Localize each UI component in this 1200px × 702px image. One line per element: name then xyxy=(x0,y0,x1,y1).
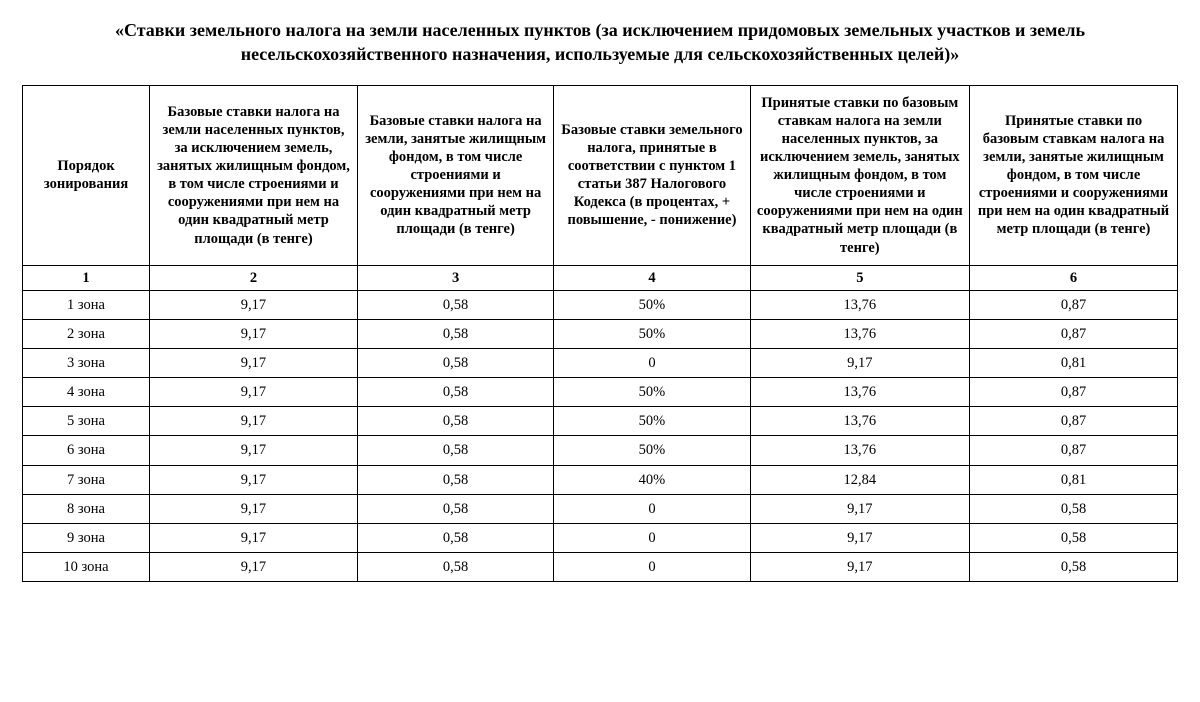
table-row: 6 зона 9,17 0,58 50% 13,76 0,87 xyxy=(23,436,1178,465)
cell-adj2: 0,87 xyxy=(970,290,1178,319)
cell-base1: 9,17 xyxy=(150,349,358,378)
cell-zone: 2 зона xyxy=(23,319,150,348)
cell-base1: 9,17 xyxy=(150,319,358,348)
cell-base2: 0,58 xyxy=(357,349,553,378)
cell-pct: 50% xyxy=(554,436,750,465)
cell-adj1: 13,76 xyxy=(750,407,969,436)
col-header-6: Принятые ставки по базовым ставкам налог… xyxy=(970,85,1178,265)
cell-zone: 1 зона xyxy=(23,290,150,319)
colnum-2: 2 xyxy=(150,265,358,290)
cell-adj2: 0,58 xyxy=(970,552,1178,581)
col-header-1: Порядок зонирования xyxy=(23,85,150,265)
cell-zone: 7 зона xyxy=(23,465,150,494)
cell-pct: 0 xyxy=(554,523,750,552)
cell-adj1: 13,76 xyxy=(750,436,969,465)
table-row: 1 зона 9,17 0,58 50% 13,76 0,87 xyxy=(23,290,1178,319)
table-row: 2 зона 9,17 0,58 50% 13,76 0,87 xyxy=(23,319,1178,348)
colnum-5: 5 xyxy=(750,265,969,290)
cell-adj1: 9,17 xyxy=(750,523,969,552)
cell-pct: 50% xyxy=(554,378,750,407)
cell-adj1: 9,17 xyxy=(750,349,969,378)
cell-zone: 3 зона xyxy=(23,349,150,378)
table-row: 8 зона 9,17 0,58 0 9,17 0,58 xyxy=(23,494,1178,523)
cell-base2: 0,58 xyxy=(357,552,553,581)
table-row: 5 зона 9,17 0,58 50% 13,76 0,87 xyxy=(23,407,1178,436)
cell-adj1: 13,76 xyxy=(750,290,969,319)
colnum-1: 1 xyxy=(23,265,150,290)
colnum-6: 6 xyxy=(970,265,1178,290)
cell-base1: 9,17 xyxy=(150,523,358,552)
cell-adj2: 0,81 xyxy=(970,465,1178,494)
cell-zone: 10 зона xyxy=(23,552,150,581)
column-number-row: 1 2 3 4 5 6 xyxy=(23,265,1178,290)
cell-zone: 5 зона xyxy=(23,407,150,436)
cell-base1: 9,17 xyxy=(150,465,358,494)
table-row: 4 зона 9,17 0,58 50% 13,76 0,87 xyxy=(23,378,1178,407)
cell-pct: 40% xyxy=(554,465,750,494)
cell-pct: 50% xyxy=(554,319,750,348)
cell-base1: 9,17 xyxy=(150,552,358,581)
tax-rates-table: Порядок зонирования Базовые ставки налог… xyxy=(22,85,1178,583)
cell-pct: 0 xyxy=(554,494,750,523)
cell-base2: 0,58 xyxy=(357,290,553,319)
cell-adj1: 13,76 xyxy=(750,378,969,407)
cell-base2: 0,58 xyxy=(357,407,553,436)
cell-adj1: 9,17 xyxy=(750,552,969,581)
cell-zone: 8 зона xyxy=(23,494,150,523)
cell-zone: 9 зона xyxy=(23,523,150,552)
col-header-2: Базовые ставки налога на земли населенны… xyxy=(150,85,358,265)
cell-zone: 6 зона xyxy=(23,436,150,465)
cell-adj2: 0,87 xyxy=(970,378,1178,407)
cell-adj2: 0,58 xyxy=(970,494,1178,523)
page-title: «Ставки земельного налога на земли насел… xyxy=(50,18,1150,67)
cell-adj2: 0,58 xyxy=(970,523,1178,552)
cell-base1: 9,17 xyxy=(150,378,358,407)
table-header-row: Порядок зонирования Базовые ставки налог… xyxy=(23,85,1178,265)
cell-base2: 0,58 xyxy=(357,436,553,465)
col-header-5: Принятые ставки по базовым ставкам налог… xyxy=(750,85,969,265)
table-row: 9 зона 9,17 0,58 0 9,17 0,58 xyxy=(23,523,1178,552)
table-row: 3 зона 9,17 0,58 0 9,17 0,81 xyxy=(23,349,1178,378)
cell-base1: 9,17 xyxy=(150,494,358,523)
table-row: 7 зона 9,17 0,58 40% 12,84 0,81 xyxy=(23,465,1178,494)
cell-base2: 0,58 xyxy=(357,378,553,407)
cell-base1: 9,17 xyxy=(150,407,358,436)
cell-pct: 0 xyxy=(554,349,750,378)
cell-pct: 50% xyxy=(554,407,750,436)
colnum-4: 4 xyxy=(554,265,750,290)
cell-base2: 0,58 xyxy=(357,319,553,348)
cell-pct: 50% xyxy=(554,290,750,319)
cell-base2: 0,58 xyxy=(357,465,553,494)
col-header-3: Базовые ставки налога на земли, занятые … xyxy=(357,85,553,265)
cell-pct: 0 xyxy=(554,552,750,581)
cell-adj1: 12,84 xyxy=(750,465,969,494)
cell-adj2: 0,87 xyxy=(970,319,1178,348)
col-header-4: Базовые ставки земельного налога, принят… xyxy=(554,85,750,265)
cell-adj2: 0,87 xyxy=(970,407,1178,436)
cell-base2: 0,58 xyxy=(357,523,553,552)
cell-adj2: 0,87 xyxy=(970,436,1178,465)
cell-base1: 9,17 xyxy=(150,436,358,465)
table-row: 10 зона 9,17 0,58 0 9,17 0,58 xyxy=(23,552,1178,581)
colnum-3: 3 xyxy=(357,265,553,290)
cell-adj2: 0,81 xyxy=(970,349,1178,378)
cell-base1: 9,17 xyxy=(150,290,358,319)
cell-adj1: 13,76 xyxy=(750,319,969,348)
cell-adj1: 9,17 xyxy=(750,494,969,523)
cell-zone: 4 зона xyxy=(23,378,150,407)
cell-base2: 0,58 xyxy=(357,494,553,523)
